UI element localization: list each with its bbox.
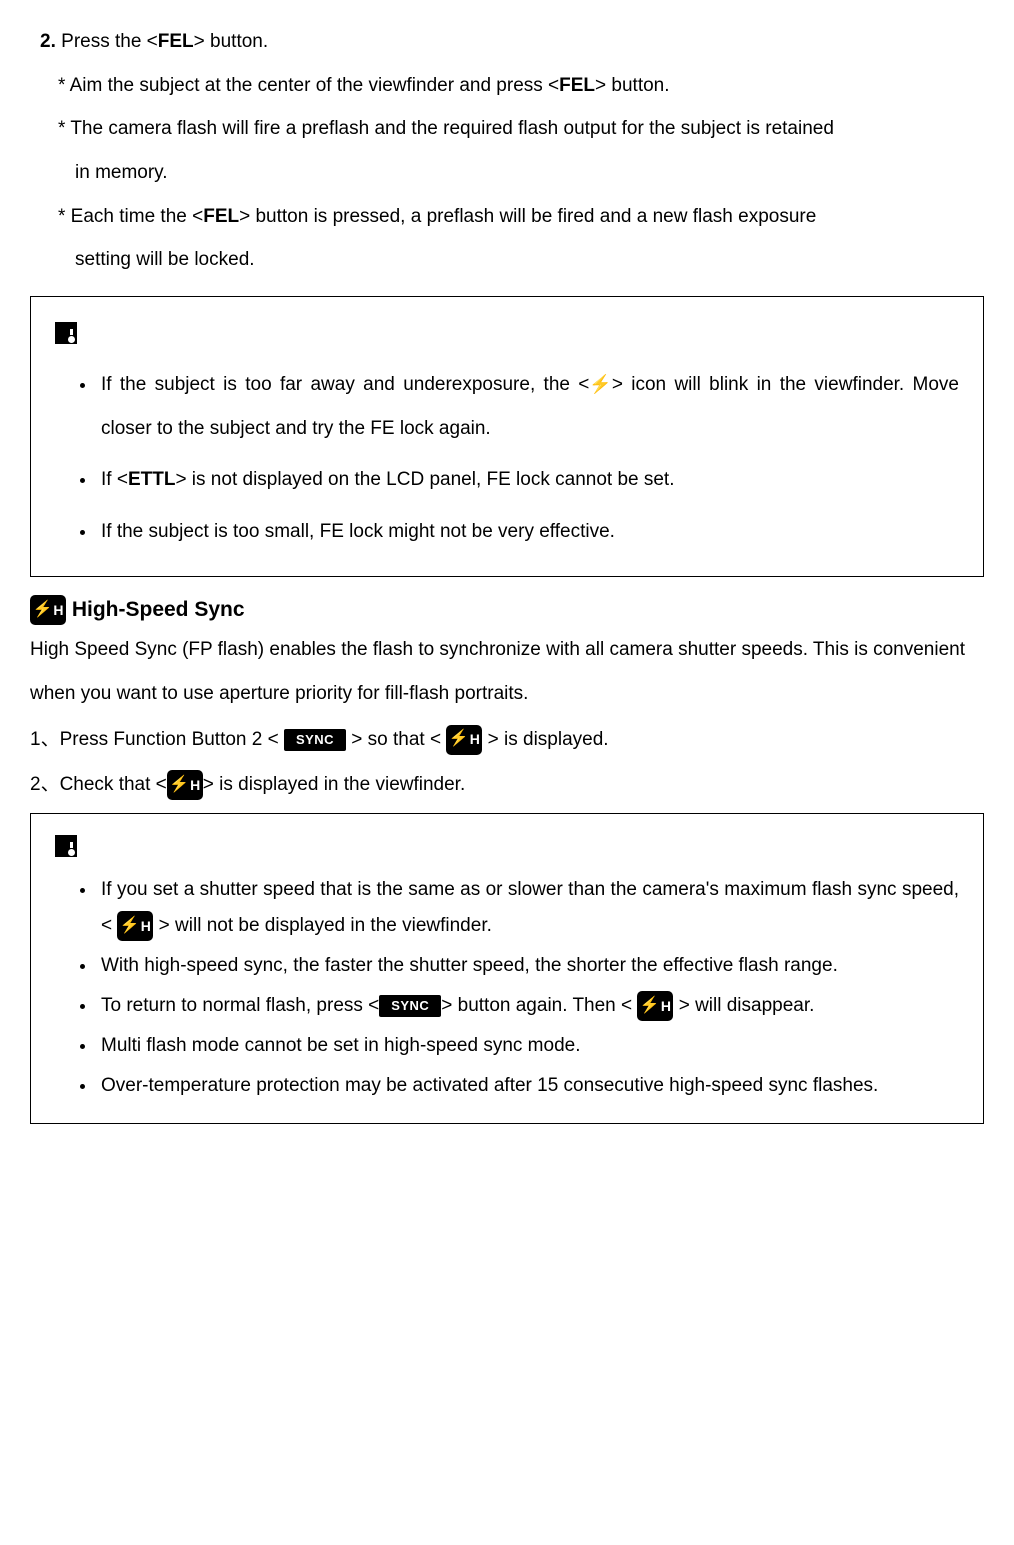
- n1-post: > is displayed.: [482, 729, 608, 750]
- hss-heading: High-Speed Sync: [30, 593, 994, 627]
- n1-pre: 1、Press Function Button 2 <: [30, 729, 284, 750]
- flash-bolt-icon: ⚡: [589, 364, 611, 405]
- info-icon: [55, 322, 77, 344]
- n2-post: > is displayed in the viewfinder.: [203, 774, 465, 795]
- fel-bold: FEL: [158, 31, 194, 52]
- step-text-post: > button.: [194, 31, 268, 52]
- box1-item-2: If <ETTL> is not displayed on the LCD pa…: [97, 458, 959, 502]
- flash-h-icon: [30, 595, 66, 625]
- sync-button-icon: SYNC: [284, 729, 346, 751]
- sub-3: * Each time the <FEL> button is pressed,…: [58, 195, 994, 239]
- box2-item-5: Over-temperature protection may be activ…: [97, 1068, 959, 1104]
- hss-step-2: 2、Check that < > is displayed in the view…: [30, 763, 994, 807]
- sub-2b: in memory.: [75, 151, 994, 195]
- sub1-post: > button.: [595, 75, 669, 96]
- hss-title: High-Speed Sync: [72, 598, 245, 621]
- sub-3b: setting will be locked.: [75, 238, 994, 282]
- box2-item-2: With high-speed sync, the faster the shu…: [97, 948, 959, 984]
- sub1-pre: * Aim the subject at the center of the v…: [58, 75, 559, 96]
- sub3-b: FEL: [203, 206, 239, 227]
- b1-li2-post: > is not displayed on the LCD panel, FE …: [175, 469, 674, 490]
- info-box-2: If you set a shutter speed that is the s…: [30, 813, 984, 1124]
- flash-h-icon-4: [117, 911, 153, 941]
- sub3-pre: * Each time the <: [58, 206, 203, 227]
- info-icon-2: [55, 835, 77, 857]
- b2-li3-post: > will disappear.: [673, 995, 814, 1016]
- hss-step-1: 1、Press Function Button 2 < SYNC > so th…: [30, 718, 994, 762]
- b1-li2-pre: If <: [101, 469, 128, 490]
- box2-list: If you set a shutter speed that is the s…: [55, 872, 959, 1105]
- b1-li2-b: ETTL: [128, 469, 176, 490]
- box2-item-4: Multi flash mode cannot be set in high-s…: [97, 1028, 959, 1064]
- n1-mid: > so that <: [346, 729, 446, 750]
- n2-pre: 2、Check that <: [30, 774, 167, 795]
- box1-item-1: If the subject is too far away and under…: [97, 363, 959, 450]
- flash-h-icon-2: [446, 725, 482, 755]
- sub3-mid: > button is pressed, a preflash will be …: [239, 206, 816, 227]
- flash-h-icon-5: [637, 991, 673, 1021]
- sub-2: * The camera flash will fire a preflash …: [58, 107, 994, 151]
- box1-item-3: If the subject is too small, FE lock mig…: [97, 510, 959, 554]
- sub-1: * Aim the subject at the center of the v…: [58, 64, 994, 108]
- info-box-1: If the subject is too far away and under…: [30, 296, 984, 576]
- b2-li3-mid: > button again. Then <: [441, 995, 637, 1016]
- sync-button-icon-2: SYNC: [379, 995, 441, 1017]
- flash-h-icon-3: [167, 770, 203, 800]
- box2-item-3: To return to normal flash, press <SYNC> …: [97, 988, 959, 1024]
- step-number: 2.: [40, 31, 56, 52]
- b2-li3-pre: To return to normal flash, press <: [101, 995, 379, 1016]
- box1-list: If the subject is too far away and under…: [55, 363, 959, 554]
- box2-item-1: If you set a shutter speed that is the s…: [97, 872, 959, 944]
- step-2-line: 2. Press the <FEL> button.: [40, 20, 994, 64]
- b1-li1-pre: If the subject is too far away and under…: [101, 374, 589, 395]
- sub1-b: FEL: [559, 75, 595, 96]
- step-text-pre: Press the <: [61, 31, 158, 52]
- hss-intro: High Speed Sync (FP flash) enables the f…: [30, 628, 994, 715]
- b2-li1-post: > will not be displayed in the viewfinde…: [153, 915, 492, 936]
